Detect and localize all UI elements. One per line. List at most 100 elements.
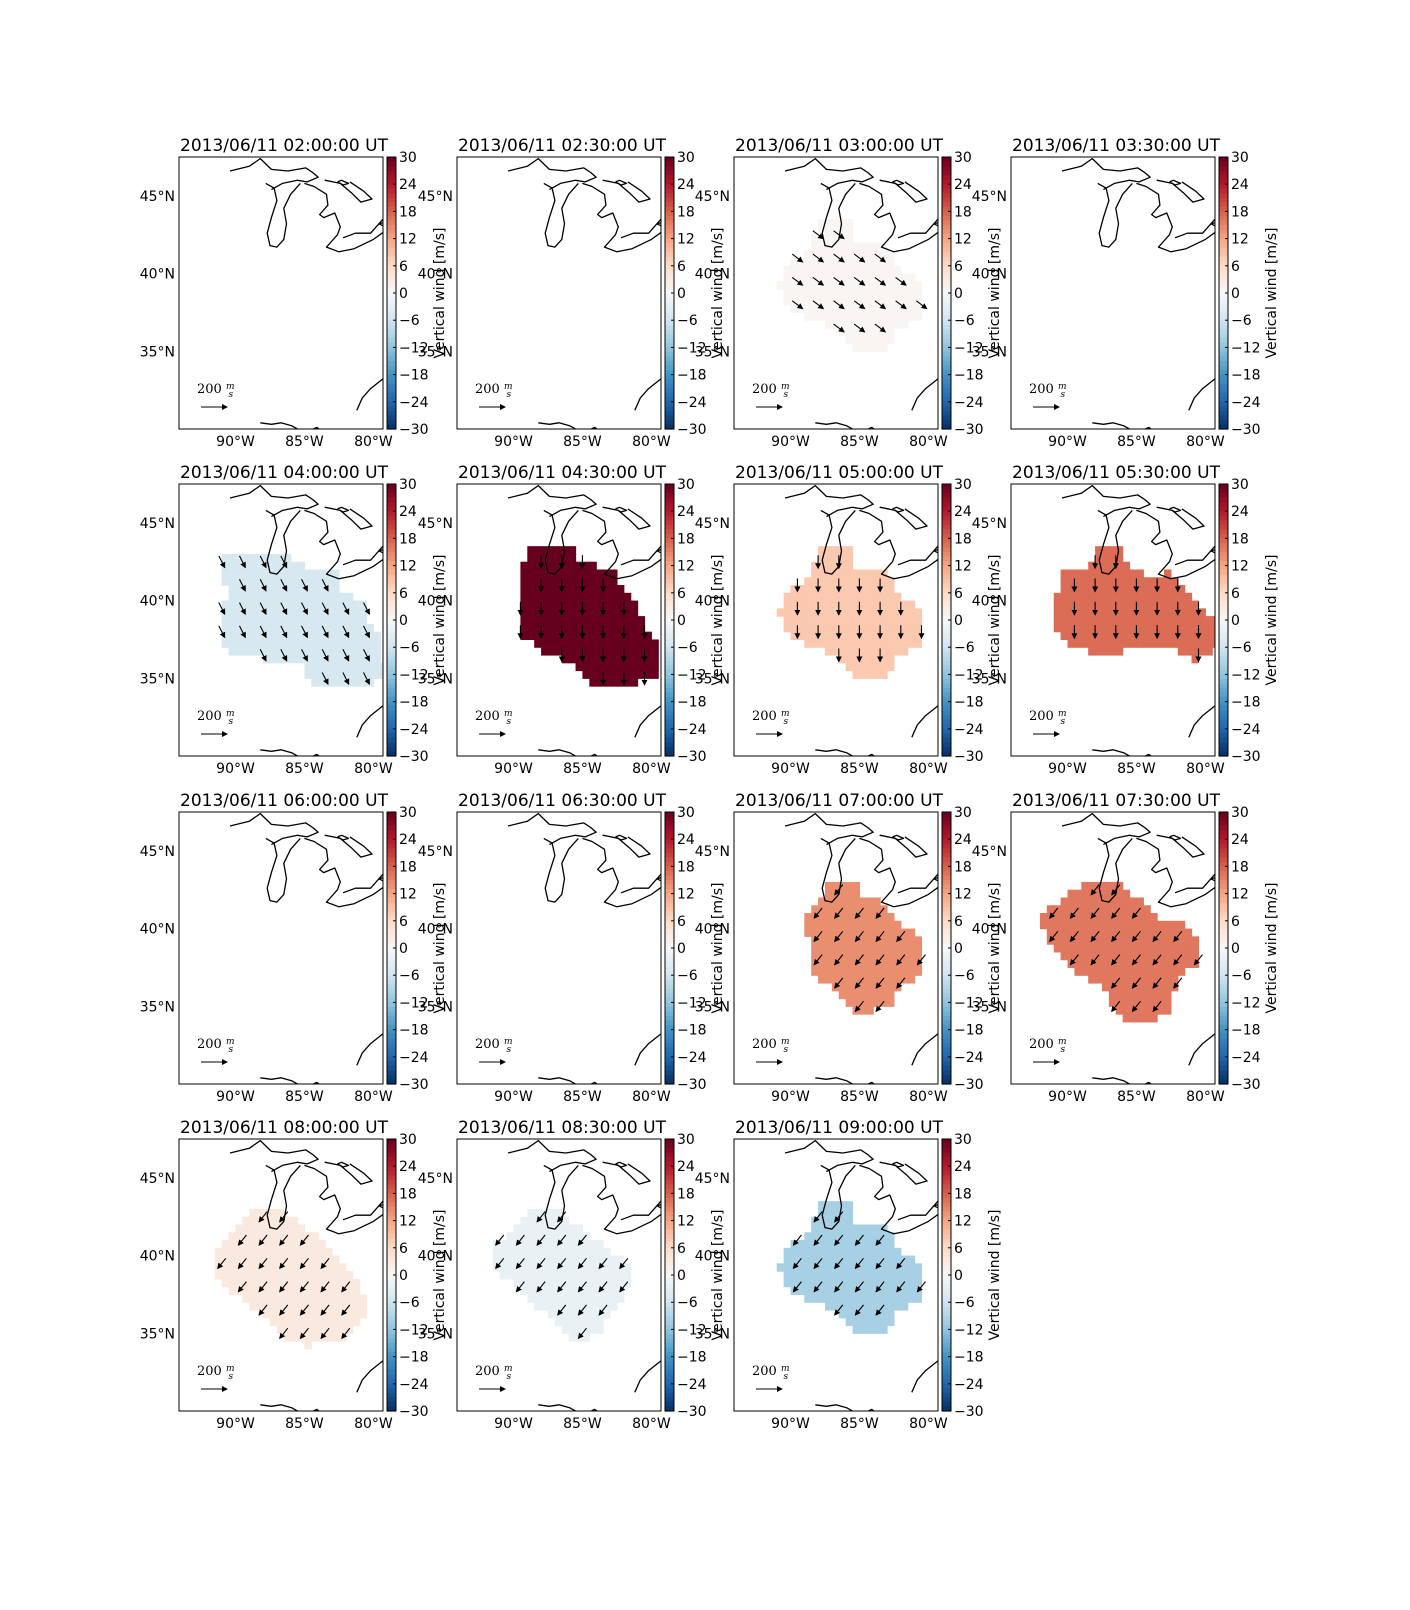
- scale-unit-den: s: [784, 390, 789, 400]
- wind-cell: [859, 654, 867, 664]
- colorbar-tick-label: 0: [954, 613, 963, 629]
- colorbar-tick-label: −18: [1231, 695, 1261, 711]
- wind-cell: [1081, 881, 1089, 891]
- wind-cell: [859, 335, 867, 345]
- wind-cell: [332, 623, 340, 633]
- lat-label: 40°N: [972, 267, 1007, 283]
- colorbar-segment: [942, 320, 951, 326]
- wind-cell: [818, 897, 826, 906]
- wind-cell: [838, 639, 847, 648]
- colorbar-segment: [1219, 660, 1228, 666]
- colorbar-segment: [942, 1025, 951, 1031]
- wind-cell: [831, 312, 840, 321]
- colorbar-tick-label: 0: [399, 1268, 408, 1284]
- wind-cell: [325, 623, 333, 633]
- wind-cell: [338, 608, 347, 617]
- wind-cell: [880, 654, 888, 664]
- colorbar-segment: [942, 288, 951, 294]
- coastline-georgianBay: [602, 834, 651, 858]
- wind-arrow: [874, 300, 887, 310]
- colorbar-segment: [387, 710, 396, 716]
- colorbar-segment: [665, 1397, 674, 1403]
- wind-cell: [824, 959, 833, 969]
- wind-cell: [575, 639, 584, 648]
- wind-cell: [1184, 608, 1193, 617]
- wind-cell: [345, 1309, 354, 1319]
- colorbar-segment: [387, 1329, 396, 1335]
- colorbar-segment: [387, 1070, 396, 1076]
- colorbar-segment: [387, 1388, 396, 1394]
- colorbar-segment: [942, 1265, 951, 1272]
- wind-cell: [1122, 569, 1131, 578]
- wind-cell: [1164, 592, 1172, 602]
- wind-cell: [880, 959, 888, 969]
- wind-cell: [1067, 639, 1075, 648]
- wind-cell: [824, 1232, 833, 1241]
- colorbar-segment: [387, 889, 396, 895]
- wind-cell: [852, 1247, 861, 1257]
- lon-label: 90°W: [494, 434, 533, 450]
- colorbar-segment: [942, 678, 951, 685]
- wind-cell: [880, 975, 888, 984]
- wind-cell: [838, 592, 847, 602]
- wind-cell: [228, 1232, 237, 1241]
- wind-cell: [263, 1208, 271, 1218]
- colorbar-tick-label: −12: [1231, 995, 1261, 1011]
- wind-arrow: [813, 954, 823, 966]
- wind-cell: [900, 1294, 909, 1303]
- colorbar-segment: [1219, 1074, 1228, 1081]
- colorbar-segment: [387, 524, 396, 530]
- wind-cell: [1108, 561, 1117, 571]
- colorbar-segment: [1219, 1079, 1228, 1085]
- colorbar-tick-label: −18: [399, 1023, 429, 1039]
- wind-cell: [283, 553, 292, 563]
- colorbar-segment: [665, 597, 674, 603]
- wind-cell: [352, 662, 361, 672]
- wind-cell: [589, 585, 597, 594]
- wind-cell: [804, 577, 812, 586]
- wind-cell: [1150, 967, 1158, 976]
- wind-cell: [276, 577, 285, 586]
- wind-cell: [893, 967, 902, 976]
- colorbar-segment: [1219, 866, 1228, 872]
- coastline-stLawrence: [981, 1167, 1017, 1189]
- wind-arrow: [280, 578, 288, 592]
- wind-cell: [610, 678, 618, 687]
- wind-cell: [831, 1232, 840, 1241]
- wind-cell: [1108, 990, 1117, 1000]
- wind-arrow: [791, 300, 804, 310]
- wind-cell: [824, 944, 833, 953]
- wind-cell: [831, 881, 840, 891]
- wind-cell: [228, 1278, 237, 1288]
- wind-cell: [596, 678, 604, 687]
- wind-cell: [332, 1278, 340, 1288]
- wind-arrow: [896, 977, 906, 989]
- wind-cell: [235, 585, 243, 594]
- wind-cell: [235, 639, 243, 648]
- lat-label: 45°N: [695, 189, 730, 205]
- wind-cell: [887, 600, 895, 609]
- colorbar-segment: [387, 1311, 396, 1317]
- colorbar-segment: [942, 911, 951, 917]
- wind-cell: [887, 296, 895, 306]
- wind-cell: [900, 320, 909, 329]
- wind-cell: [790, 273, 798, 282]
- colorbar-segment: [942, 1207, 951, 1213]
- colorbar-segment: [387, 1343, 396, 1349]
- wind-cell: [596, 1294, 604, 1303]
- wind-cell: [534, 553, 542, 563]
- colorbar-segment: [387, 880, 396, 886]
- wind-cell: [527, 1255, 535, 1264]
- wind-cell: [283, 1271, 292, 1280]
- colorbar-segment: [665, 984, 674, 990]
- colorbar-segment: [1219, 893, 1228, 899]
- colorbar-segment: [665, 220, 674, 226]
- lon-label: 85°W: [563, 761, 602, 777]
- wind-region: [776, 219, 923, 352]
- wind-cell: [887, 928, 895, 937]
- wind-arrow: [577, 1304, 587, 1316]
- wind-cell: [790, 623, 798, 633]
- lat-label: 40°N: [418, 922, 453, 938]
- wind-cell: [318, 1271, 326, 1280]
- wind-cell: [269, 608, 278, 617]
